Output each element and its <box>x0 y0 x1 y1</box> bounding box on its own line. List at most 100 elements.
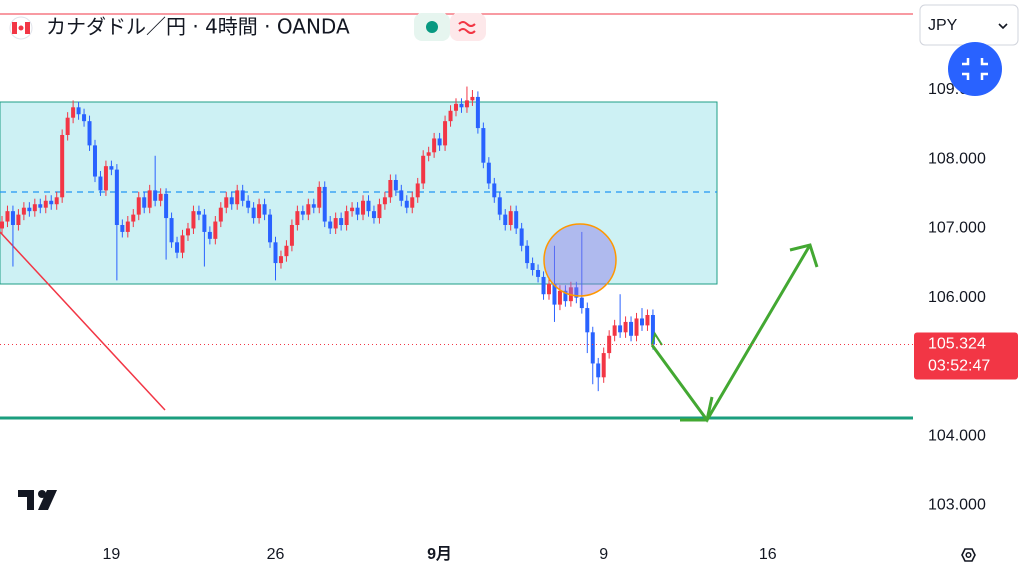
candle-body <box>552 283 557 305</box>
delay-badge <box>450 13 486 41</box>
candle-body <box>432 138 437 153</box>
annotations <box>543 223 819 423</box>
range-box <box>0 101 718 285</box>
candle-body <box>388 180 393 198</box>
candle-body <box>464 100 469 108</box>
trend-line <box>0 231 166 411</box>
arrow-tail <box>651 331 663 346</box>
candle-body <box>525 245 530 264</box>
candle-body <box>634 318 639 336</box>
candle-body <box>65 117 70 135</box>
candle-body <box>87 121 92 146</box>
delay-icon <box>458 21 476 34</box>
candle-body <box>120 225 125 232</box>
x-tick-label: 9月 <box>427 545 452 563</box>
candle-body <box>579 297 584 309</box>
candle-body <box>82 114 87 122</box>
candle-body <box>371 211 376 219</box>
candle-body <box>623 321 628 333</box>
x-tick-label: 19 <box>103 546 121 563</box>
candle-body <box>289 225 294 246</box>
candle-body <box>585 308 590 333</box>
candle-body <box>92 145 97 177</box>
candle-body <box>71 107 76 118</box>
candle-body <box>333 218 338 229</box>
candle-body <box>547 283 551 295</box>
candle-body <box>10 211 15 225</box>
candle-body <box>38 204 43 208</box>
candle-body <box>273 242 278 264</box>
candle-body <box>443 121 448 146</box>
candle-body <box>492 183 497 198</box>
candle-body <box>142 197 147 208</box>
candle-body <box>76 107 81 115</box>
candle-body <box>618 325 623 333</box>
candle-body <box>175 242 180 253</box>
candle-body <box>180 235 185 253</box>
tv-logo[interactable] <box>18 490 57 510</box>
candle-body <box>350 207 355 212</box>
dropdown-caret <box>998 23 1008 30</box>
fullscreen-circle[interactable] <box>948 42 1002 96</box>
logo-part <box>38 490 57 510</box>
candle-body <box>158 193 163 201</box>
candle-body <box>536 270 541 277</box>
candle-body <box>196 211 201 215</box>
candle-body <box>514 211 519 229</box>
candle-body <box>147 190 152 208</box>
candle-body <box>16 214 21 225</box>
candle-body <box>541 276 546 295</box>
candle-body <box>650 315 655 345</box>
symbol-title: カナダドル／円 · 4時間 · OANDA <box>46 15 350 39</box>
candle-body <box>322 186 327 222</box>
fullscreen-button[interactable] <box>948 42 1002 96</box>
currency-label: JPY <box>928 17 958 34</box>
candle-body <box>437 138 442 146</box>
candle-body <box>32 204 37 212</box>
flag-leaf <box>18 25 24 31</box>
candle-body <box>596 363 601 378</box>
candle-body <box>306 204 311 215</box>
currency-selector[interactable]: JPY <box>919 4 1019 46</box>
fullscreen-icon <box>962 58 988 80</box>
x-tick-label: 16 <box>759 546 777 563</box>
candle-body <box>311 204 316 208</box>
candle-body <box>601 353 606 378</box>
candle-body <box>98 176 103 191</box>
candle-body <box>60 135 65 198</box>
candle-body <box>5 211 10 222</box>
candle-body <box>421 155 426 184</box>
last-price-label: 105.324 <box>928 336 986 353</box>
candles <box>0 86 655 392</box>
candle-body <box>415 183 420 198</box>
candle-body <box>607 335 612 354</box>
candle-body <box>404 200 409 208</box>
candle-body <box>202 214 207 232</box>
settings-icon[interactable] <box>961 548 976 562</box>
y-tick-label: 104.000 <box>928 427 986 444</box>
candle-body <box>21 207 26 215</box>
candle-body <box>639 318 644 326</box>
y-tick-label: 108.000 <box>928 150 986 167</box>
candle-body <box>481 128 486 163</box>
drawings <box>0 13 913 420</box>
logo-part <box>18 490 34 510</box>
candle-body <box>207 231 212 239</box>
candle-body <box>399 190 404 201</box>
candle-body <box>426 152 431 156</box>
countdown-label: 03:52:47 <box>928 358 990 375</box>
candle-body <box>224 197 229 208</box>
status-dot <box>426 21 438 33</box>
candle-body <box>262 204 267 215</box>
candle-body <box>125 221 130 232</box>
candle-body <box>497 197 502 215</box>
candle-body <box>486 162 491 184</box>
candle-body <box>246 200 251 208</box>
settings-dot <box>965 551 972 559</box>
candle-body <box>355 207 360 215</box>
candle-body <box>300 211 305 215</box>
flag-part <box>25 22 30 34</box>
settings-button[interactable] <box>961 548 976 562</box>
candle-body <box>43 200 48 208</box>
